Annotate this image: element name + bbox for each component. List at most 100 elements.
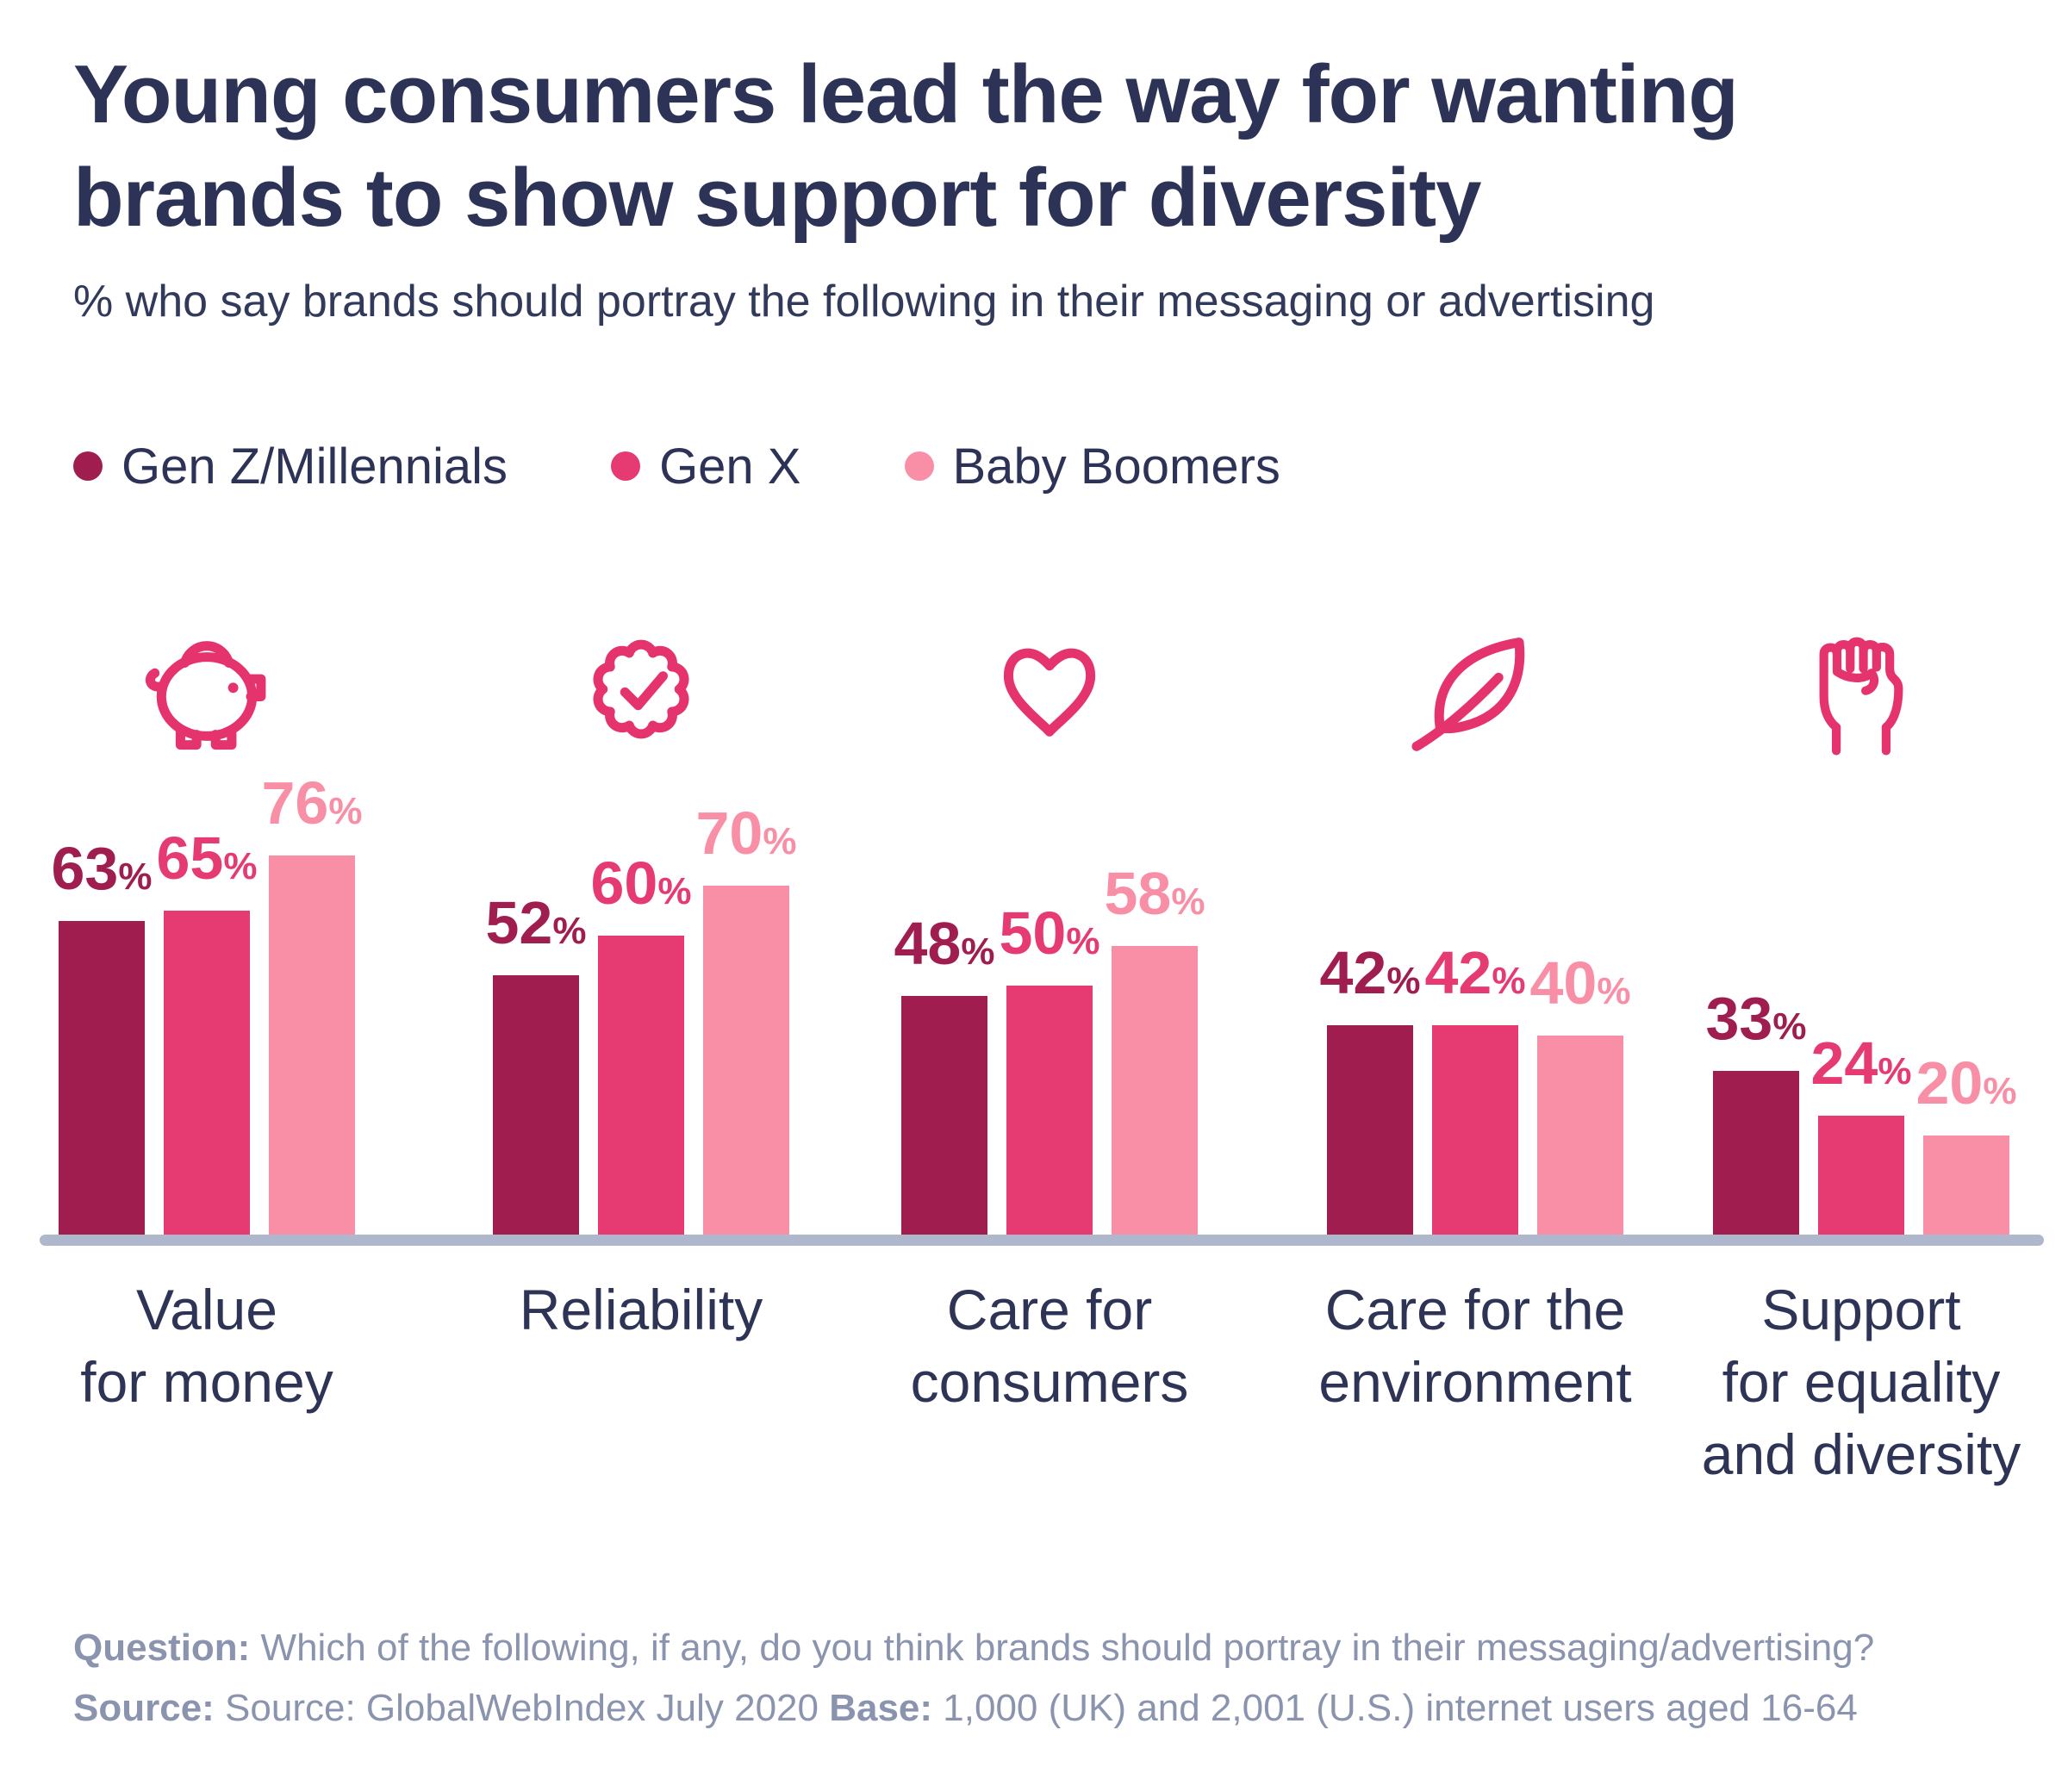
value-label: 20% <box>1916 1051 2017 1123</box>
bar-slot: 42% <box>1425 941 1526 1235</box>
bar-group: 33% 24% 20% <box>1706 632 2017 1235</box>
value-number: 48 <box>894 909 962 977</box>
percent-sign: % <box>118 855 153 898</box>
bar <box>1537 1036 1623 1235</box>
value-number: 42 <box>1319 939 1387 1007</box>
leaf-icon <box>1402 616 1548 762</box>
percent-sign: % <box>1066 920 1100 962</box>
bar <box>1818 1115 1904 1235</box>
percent-sign: % <box>1171 880 1205 923</box>
heart-icon <box>976 616 1123 762</box>
percent-sign: % <box>1983 1070 2017 1112</box>
bar <box>164 911 250 1235</box>
footer-text: Which of the following, if any, do you t… <box>250 1627 1875 1669</box>
category-label: Care for the environment <box>1318 1278 1632 1414</box>
value-label: 33% <box>1706 986 1807 1059</box>
value-label: 24% <box>1811 1031 1912 1104</box>
percent-sign: % <box>1878 1049 1912 1092</box>
percent-sign: % <box>328 790 363 833</box>
bar <box>269 856 355 1235</box>
bar-slot: 63% <box>52 837 153 1235</box>
footer-label: Source: <box>73 1687 215 1729</box>
piggy-bank-icon <box>134 616 280 762</box>
legend-dot-icon <box>904 451 934 481</box>
percent-sign: % <box>1772 1005 1807 1048</box>
legend-label: Gen X <box>659 438 801 495</box>
bar-group: 42% 42% 40% <box>1320 632 1631 1235</box>
bar <box>493 975 579 1235</box>
footer-text: Source: GlobalWebIndex July 2020 <box>214 1687 830 1729</box>
value-number: 33 <box>1705 984 1773 1052</box>
page-title: Young consumers lead the way for wanting… <box>73 43 1739 250</box>
bar-slot: 24% <box>1811 1031 1912 1235</box>
bar <box>1006 986 1093 1235</box>
chart-area: 63% 65% 76% 52% 60% 70% 48% 50% 58% 42% 42% 40% 33% 2… <box>52 632 2017 1235</box>
value-number: 50 <box>999 899 1067 967</box>
percent-sign: % <box>1492 960 1526 1003</box>
value-number: 70 <box>695 800 763 867</box>
percent-sign: % <box>1386 960 1421 1003</box>
value-label: 42% <box>1425 941 1526 1013</box>
bar-slot: 20% <box>1916 1051 2017 1235</box>
bar-slot: 65% <box>157 826 258 1235</box>
legend: Gen Z/Millennials Gen X Baby Boomers <box>73 436 1280 496</box>
bar <box>703 886 789 1235</box>
value-label: 52% <box>486 891 587 963</box>
value-label: 70% <box>696 801 797 874</box>
footer-source-line: Source: Source: GlobalWebIndex July 2020… <box>73 1678 1874 1739</box>
badge-check-icon <box>568 616 714 762</box>
value-label: 48% <box>894 912 995 984</box>
bar <box>1112 945 1198 1235</box>
bar <box>1923 1136 2009 1235</box>
legend-item: Gen Z/Millennials <box>73 438 508 495</box>
bar <box>598 936 684 1235</box>
chart-subtitle: % who say brands should portray the foll… <box>73 277 1655 327</box>
percent-sign: % <box>961 930 995 973</box>
value-number: 42 <box>1424 939 1492 1007</box>
footer-label: Question: <box>73 1627 251 1669</box>
bar <box>1327 1025 1413 1235</box>
value-label: 58% <box>1105 862 1205 934</box>
percent-sign: % <box>223 845 258 887</box>
legend-label: Baby Boomers <box>952 438 1280 495</box>
legend-item: Baby Boomers <box>904 438 1280 495</box>
footer-text: 1,000 (UK) and 2,001 (U.S.) internet use… <box>932 1687 1858 1729</box>
bar-slot: 33% <box>1706 986 1807 1235</box>
title-line-1: Young consumers lead the way for wanting <box>73 48 1739 140</box>
value-label: 63% <box>52 837 153 909</box>
bar-slot: 48% <box>894 912 995 1235</box>
bar-slot: 60% <box>591 851 692 1235</box>
raised-fist-icon <box>1788 616 1934 762</box>
bar <box>901 995 987 1235</box>
value-number: 65 <box>156 824 224 892</box>
percent-sign: % <box>763 820 797 862</box>
bar-slot: 42% <box>1320 941 1421 1235</box>
baseline-axis <box>40 1235 2044 1246</box>
bar-group: 52% 60% 70% <box>486 632 797 1235</box>
value-number: 52 <box>485 889 553 957</box>
value-label: 65% <box>157 826 258 899</box>
value-label: 42% <box>1320 941 1421 1013</box>
title-line-2: brands to show support for diversity <box>73 152 1481 244</box>
bar-slot: 52% <box>486 891 587 1235</box>
bar <box>1713 1070 1799 1235</box>
bar-slot: 70% <box>696 801 797 1235</box>
bar <box>1432 1025 1518 1235</box>
bar-group: 63% 65% 76% <box>52 632 363 1235</box>
value-number: 24 <box>1810 1029 1878 1097</box>
footer: Question: Which of the following, if any… <box>73 1618 1874 1739</box>
value-label: 50% <box>1000 901 1100 974</box>
bar-slot: 76% <box>262 771 363 1235</box>
value-number: 63 <box>51 834 119 902</box>
category-label: Value for money <box>80 1278 333 1414</box>
bar-slot: 58% <box>1105 862 1205 1235</box>
value-number: 20 <box>1915 1049 1984 1117</box>
category-label: Reliability <box>519 1278 763 1341</box>
value-number: 40 <box>1529 949 1598 1017</box>
value-label: 76% <box>262 771 363 843</box>
legend-item: Gen X <box>611 438 801 495</box>
footer-question-line: Question: Which of the following, if any… <box>73 1618 1874 1678</box>
bar-slot: 50% <box>1000 901 1100 1235</box>
footer-label: Base: <box>829 1687 933 1729</box>
